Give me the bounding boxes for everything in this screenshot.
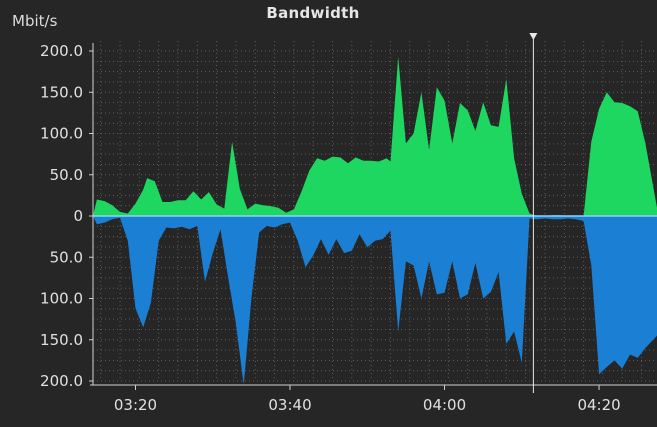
y-axis-unit-label: Mbit/s: [12, 12, 58, 30]
y-tick-label: 200.0: [40, 42, 83, 60]
y-tick-label: 100.0: [40, 125, 83, 143]
y-tick-label: 50.0: [50, 248, 83, 266]
y-tick-label: 50.0: [50, 166, 83, 184]
series-area-in: [93, 56, 657, 216]
time-marker-handle[interactable]: [529, 33, 538, 40]
chart-title: Bandwidth: [266, 4, 360, 22]
x-tick-label: 04:20: [577, 396, 620, 414]
x-tick-label: 03:40: [268, 396, 311, 414]
x-tick-label: 04:00: [423, 396, 466, 414]
series-area-out: [93, 216, 657, 383]
y-tick-label: 150.0: [40, 83, 83, 101]
x-tick-label: 03:20: [114, 396, 157, 414]
y-tick-label: 150.0: [40, 331, 83, 349]
y-tick-label: 0: [73, 207, 83, 225]
y-tick-label: 100.0: [40, 290, 83, 308]
y-tick-label: 200.0: [40, 372, 83, 390]
grid: [93, 41, 657, 382]
